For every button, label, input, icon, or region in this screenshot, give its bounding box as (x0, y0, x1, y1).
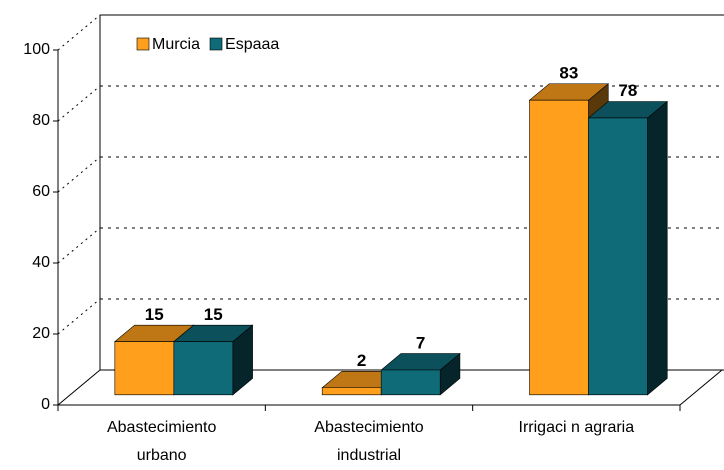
legend-label: Espaaa (225, 36, 279, 53)
grid-diagonal (57, 14, 101, 51)
bar-front (321, 387, 382, 396)
bar-front (529, 99, 589, 396)
value-label: 15 (204, 305, 223, 324)
y-tick-label: 80 (32, 112, 50, 129)
x-tick-label: Irrigaci n agraria (519, 419, 635, 436)
value-label: 7 (416, 333, 425, 352)
value-label: 15 (145, 305, 164, 324)
floor-right (679, 369, 723, 406)
grid-diagonal (57, 298, 101, 335)
bar (173, 324, 254, 396)
value-label: 2 (357, 351, 366, 370)
y-tick-label: 60 (32, 183, 50, 200)
floor-left (57, 369, 101, 406)
bar-front (114, 341, 175, 396)
y-tick-label: 100 (23, 41, 50, 58)
x-tick-label: Abastecimiento (107, 419, 216, 436)
y-tick-label: 20 (32, 325, 50, 342)
y-tick-label: 40 (32, 254, 50, 271)
x-tick-label: industrial (337, 447, 401, 464)
bar (380, 352, 461, 396)
y-tick-label: 0 (41, 396, 50, 413)
legend-swatch (209, 37, 223, 51)
legend-swatch (136, 37, 150, 51)
bar-front (173, 341, 234, 396)
grid-diagonal (57, 227, 101, 264)
grid-diagonal (57, 156, 101, 193)
value-label: 78 (618, 81, 637, 100)
grid-diagonal (57, 85, 101, 122)
bar (587, 100, 669, 396)
bar-front (588, 117, 648, 396)
value-label: 83 (559, 63, 578, 82)
bar-side (647, 100, 668, 396)
x-tick-label: Abastecimiento (314, 419, 423, 436)
x-tick-label: urbano (137, 447, 187, 464)
bar-front (380, 369, 441, 396)
legend-label: Murcia (152, 36, 200, 53)
